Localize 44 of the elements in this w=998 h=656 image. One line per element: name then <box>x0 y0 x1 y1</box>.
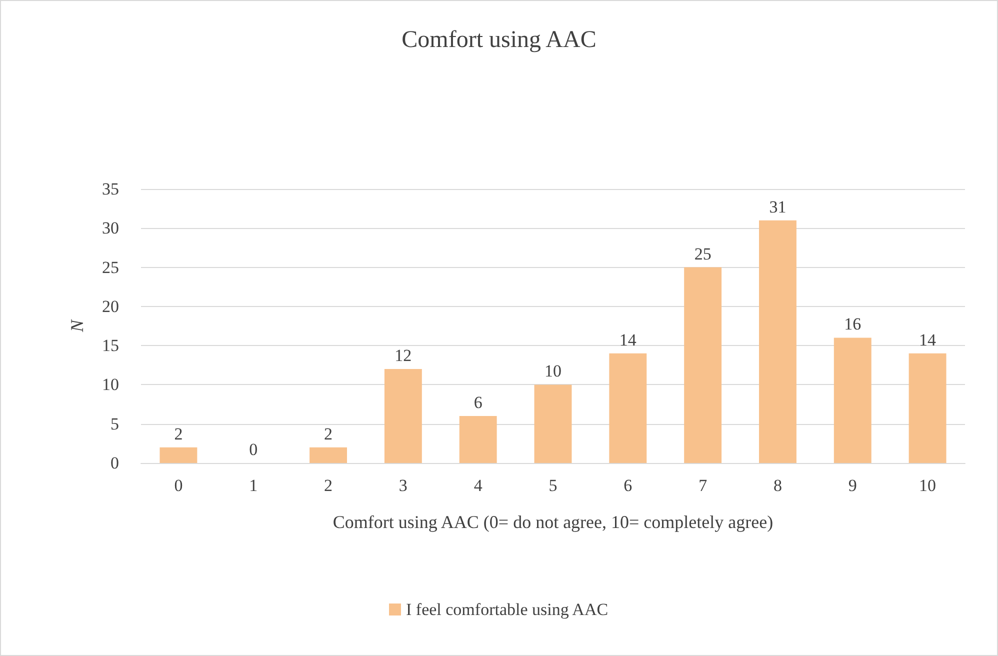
y-tick-label: 5 <box>110 414 119 434</box>
bar <box>310 447 347 463</box>
x-tick-label: 3 <box>398 476 408 495</box>
data-label: 12 <box>394 346 412 366</box>
data-label: 0 <box>249 440 258 459</box>
x-tick-label: 6 <box>624 476 632 495</box>
x-tick-label: 9 <box>848 476 857 495</box>
x-tick-label: 4 <box>474 476 483 495</box>
legend-label: I feel comfortable using AAC <box>406 600 608 619</box>
y-tick-label: 25 <box>102 258 119 277</box>
x-tick-label: 7 <box>698 476 708 495</box>
y-axis-title: N <box>67 319 87 334</box>
bar <box>384 369 422 463</box>
y-tick-label: 20 <box>102 296 119 316</box>
x-tick-label: 5 <box>548 476 558 495</box>
bar <box>459 416 497 463</box>
data-label: 14 <box>919 330 937 350</box>
data-label: 10 <box>544 362 562 381</box>
y-tick-label: 30 <box>102 218 119 238</box>
bar <box>908 353 946 463</box>
y-tick-label: 10 <box>102 375 119 394</box>
chart-title: Comfort using AAC <box>402 27 596 53</box>
bar <box>160 447 198 463</box>
x-tick-label: 0 <box>174 476 183 495</box>
x-axis-title: Comfort using AAC (0= do not agree, 10= completely agree) <box>332 512 774 532</box>
data-label: 25 <box>694 244 712 264</box>
x-tick-label: 2 <box>324 476 333 495</box>
data-label: 2 <box>324 424 333 444</box>
data-label: 16 <box>844 314 862 334</box>
x-tick-label: 1 <box>249 476 258 495</box>
y-tick-label: 35 <box>102 180 119 198</box>
bar <box>759 220 796 463</box>
bar <box>609 353 647 463</box>
y-tick-label: 0 <box>110 454 119 472</box>
bar <box>834 338 872 463</box>
bar <box>534 384 572 463</box>
x-tick-label: 10 <box>919 476 936 495</box>
bar <box>684 267 722 463</box>
y-tick-label: 15 <box>102 336 119 356</box>
data-label: 2 <box>174 424 183 444</box>
data-label: 31 <box>769 197 786 216</box>
x-tick-label: 8 <box>773 476 782 495</box>
data-label: 6 <box>474 393 482 412</box>
data-label: 14 <box>619 330 637 350</box>
